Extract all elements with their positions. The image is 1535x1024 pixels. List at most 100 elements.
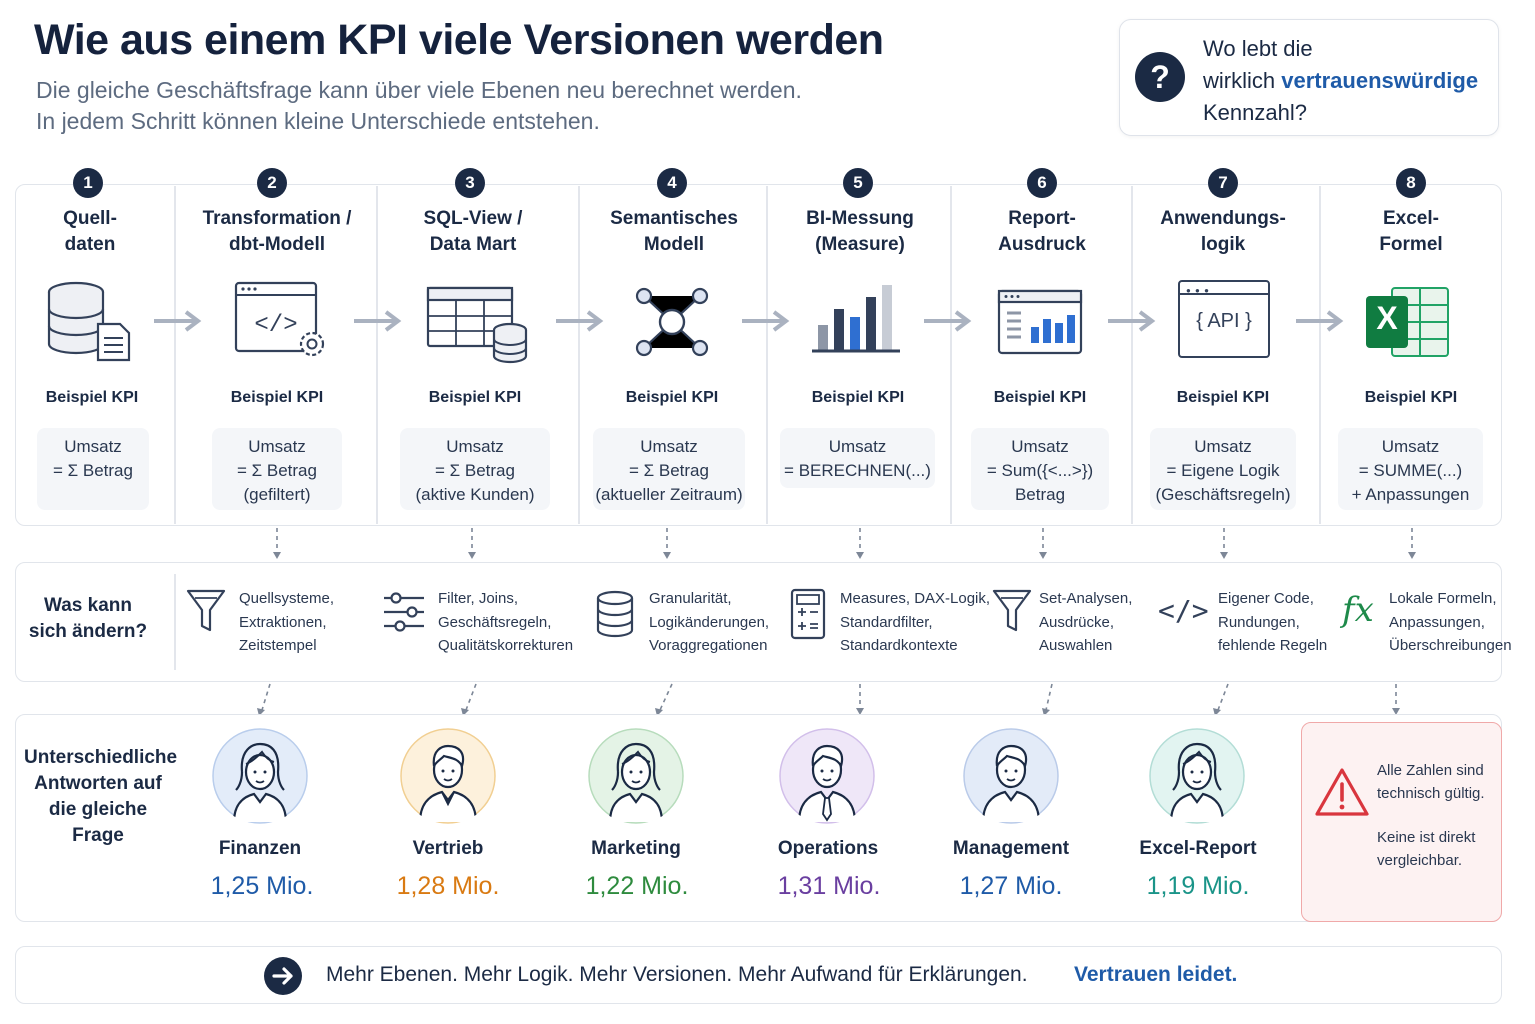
step-number-badge: 7 xyxy=(1208,168,1238,198)
step-number-badge: 2 xyxy=(257,168,287,198)
kpi-label: Beispiel KPI xyxy=(811,389,905,406)
step-number-badge: 4 xyxy=(657,168,687,198)
sliders-icon xyxy=(384,592,424,632)
footer-banner: Mehr Ebenen. Mehr Logik. Mehr Versionen.… xyxy=(15,946,1502,1004)
man-avatar-icon xyxy=(400,728,496,824)
man-tie-avatar-icon xyxy=(779,728,875,824)
flow-arrow-icon xyxy=(1296,310,1344,332)
question-box: ? Wo lebt die wirklich vertrauenswürdige… xyxy=(1119,19,1499,136)
step-title: BI-Messung (Measure) xyxy=(806,208,914,255)
changes-panel xyxy=(15,562,1502,682)
kpi-label: Beispiel KPI xyxy=(625,389,719,406)
bar-chart-icon xyxy=(812,285,900,353)
formula-box: Umsatz = Σ Betrag (aktueller Zeitraum) xyxy=(593,428,745,510)
man-avatar-icon xyxy=(963,728,1059,824)
database-document-icon xyxy=(47,281,131,362)
warning-text-2: Keine ist direkt vergleichbar. xyxy=(1377,829,1476,869)
kpi-label: Beispiel KPI xyxy=(428,389,522,406)
formula-box: Umsatz = Sum({<...>}) Betrag xyxy=(971,428,1109,510)
table-database-icon xyxy=(426,286,528,364)
change-text-2: Filter, Joins, Geschäftsregeln, Qualitätsk… xyxy=(438,590,574,654)
formula-box: Umsatz = Eigene Logik (Geschäftsregeln) xyxy=(1150,428,1296,510)
person-value: 1,27 Mio. xyxy=(959,872,1063,900)
person-value: 1,31 Mio. xyxy=(777,872,881,900)
step-number-badge: 6 xyxy=(1027,168,1057,198)
flow-arrow-icon xyxy=(1108,310,1156,332)
person-name: Operations xyxy=(777,838,879,859)
step-title: Semantisches Modell xyxy=(610,208,738,255)
warning-box: Alle Zahlen sind technisch gültig. Keine … xyxy=(1301,722,1502,922)
formula-box: Umsatz = Σ Betrag xyxy=(37,428,149,510)
person-name: Marketing xyxy=(591,838,681,859)
step-title: Anwendungs-logik xyxy=(1160,208,1286,255)
step-title: Transformation / dbt-Modell xyxy=(202,208,352,255)
footer-highlight: Vertrauen leidet. xyxy=(1074,963,1238,986)
step-number-badge: 8 xyxy=(1396,168,1426,198)
dashed-connectors-top xyxy=(273,528,1416,559)
question-mark-icon: ? xyxy=(1135,52,1185,102)
api-window-icon: ● ● ● { API } xyxy=(1178,280,1270,358)
subtitle-line-1: Die gleiche Geschäftsfrage kann über vie… xyxy=(36,77,802,103)
person-name: Excel-Report xyxy=(1139,838,1257,859)
change-text-5: Set-Analysen, Ausdrücke, Auswahlen xyxy=(1039,590,1133,654)
changes-label: Was kann sich ändern? xyxy=(28,595,148,642)
step-title: Quell-daten xyxy=(63,208,117,255)
kpi-label: Beispiel KPI xyxy=(993,389,1087,406)
kpi-label: Beispiel KPI xyxy=(1176,389,1270,406)
funnel-icon xyxy=(992,589,1032,632)
formula-box: Umsatz = Σ Betrag (gefiltert) xyxy=(212,428,342,510)
dashed-connectors-bottom xyxy=(257,683,1400,716)
person-name: Vertrieb xyxy=(412,838,484,859)
question-line-2: wirklich vertrauenswürdige xyxy=(1203,68,1479,93)
step-number-badge: 3 xyxy=(455,168,485,198)
person-name: Finanzen xyxy=(218,838,302,859)
formula-box: Umsatz = Σ Betrag (aktive Kunden) xyxy=(400,428,550,510)
network-nodes-icon xyxy=(635,287,709,357)
svg-text:</>: </> xyxy=(254,312,297,339)
database-icon xyxy=(596,590,634,638)
funnel-icon xyxy=(186,589,226,632)
flow-arrow-icon xyxy=(354,310,402,332)
formula-box: Umsatz = BERECHNEN(...) xyxy=(780,428,935,488)
warning-text-1: Alle Zahlen sind technisch gültig. xyxy=(1377,762,1485,802)
change-text-7: Lokale Formeln, Anpassungen, Überschreibun… xyxy=(1389,590,1512,654)
subtitle-line-2: In jedem Schritt können kleine Unterschi… xyxy=(36,108,600,134)
change-text-6: Eigener Code, Rundungen, fehlende Regeln xyxy=(1218,590,1328,654)
formula-box: Umsatz = SUMME(...) + Anpassungen xyxy=(1338,428,1483,510)
warning-triangle-icon xyxy=(1315,768,1369,816)
woman-avatar-icon xyxy=(588,728,684,824)
page-title: Wie aus einem KPI viele Versionen werden xyxy=(34,16,884,64)
flow-arrow-icon xyxy=(556,310,604,332)
person-value: 1,19 Mio. xyxy=(1146,872,1250,900)
step-title: SQL-View / Data Mart xyxy=(423,208,523,255)
person-value: 1,25 Mio. xyxy=(210,872,314,900)
person-name: Management xyxy=(952,838,1070,859)
kpi-label: Beispiel KPI xyxy=(1364,389,1458,406)
arrow-right-circle-icon xyxy=(264,957,302,995)
code-brackets-icon: </> xyxy=(1158,594,1209,627)
fx-icon: fx xyxy=(1342,590,1374,630)
change-text-4: Measures, DAX-Logik, Standardfilter, Stand… xyxy=(840,590,991,654)
excel-icon: X xyxy=(1366,286,1452,358)
code-window-gear-icon: </> xyxy=(234,281,325,357)
woman-avatar-icon xyxy=(212,728,308,824)
step-number-badge: 1 xyxy=(73,168,103,198)
footer-text: Mehr Ebenen. Mehr Logik. Mehr Versionen.… xyxy=(326,963,1028,986)
question-line-1: Wo lebt die xyxy=(1203,36,1313,61)
question-line-3: Kennzahl? xyxy=(1203,100,1307,125)
person-value: 1,28 Mio. xyxy=(396,872,500,900)
calculator-icon xyxy=(790,588,826,640)
report-window-icon xyxy=(997,289,1083,355)
question-highlight: vertrauenswürdige xyxy=(1281,68,1479,93)
answers-label: Unterschiedliche Antworten auf die gleiche… xyxy=(24,747,178,846)
change-text-1: Quellsysteme, Extraktionen, Zeitstempel xyxy=(239,590,335,654)
step-title: Excel- Formel xyxy=(1379,208,1443,255)
step-title: Report- Ausdruck xyxy=(998,208,1086,255)
change-text-3: Granularität, Logikänderungen, Voraggregat… xyxy=(649,590,770,654)
flow-arrow-icon xyxy=(742,310,790,332)
kpi-label: Beispiel KPI xyxy=(45,389,139,406)
flow-arrow-icon xyxy=(154,310,202,332)
flow-arrow-icon xyxy=(924,310,972,332)
step-number-badge: 5 xyxy=(843,168,873,198)
kpi-label: Beispiel KPI xyxy=(230,389,324,406)
